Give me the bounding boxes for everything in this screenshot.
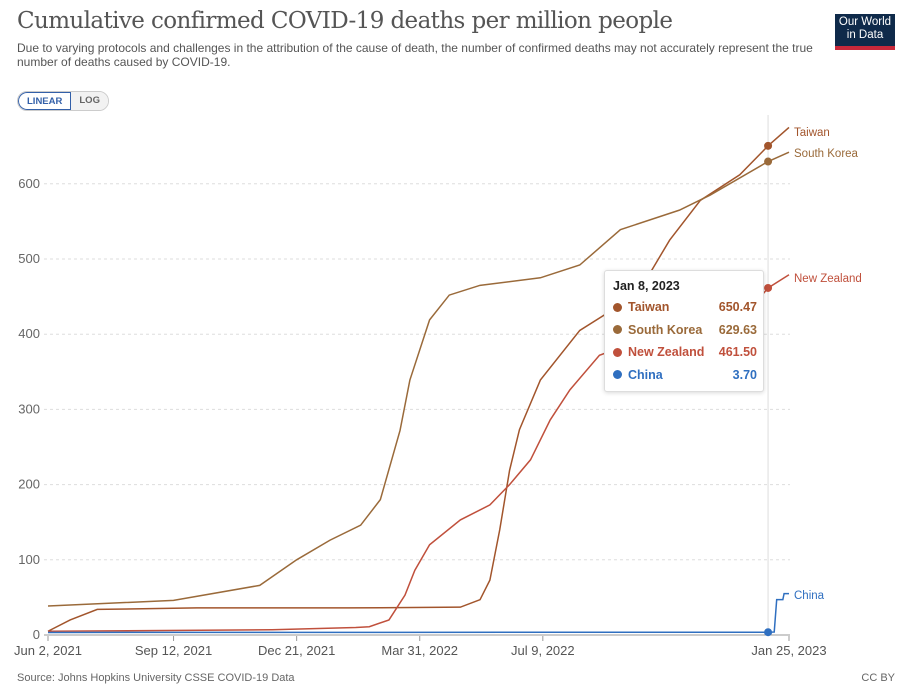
scale-toggle: LINEAR LOG xyxy=(17,91,109,111)
series-label: New Zealand xyxy=(794,273,862,285)
chart-subtitle: Due to varying protocols and challenges … xyxy=(17,41,813,69)
x-tick-label: Jan 25, 2023 xyxy=(751,643,826,658)
tooltip-value: 461.50 xyxy=(718,345,757,359)
y-tick-label: 400 xyxy=(18,326,40,341)
series-label: Taiwan xyxy=(794,127,830,139)
series-dot-icon xyxy=(613,370,622,379)
x-tick-label: Mar 31, 2022 xyxy=(381,643,458,658)
hover-point xyxy=(764,157,773,166)
chart-title: Cumulative confirmed COVID-19 deaths per… xyxy=(17,8,673,34)
x-tick-label: Jun 2, 2021 xyxy=(14,643,82,658)
y-tick-label: 100 xyxy=(18,552,40,567)
series-dot-icon xyxy=(613,347,622,357)
linear-button[interactable]: LINEAR xyxy=(18,92,72,110)
x-tick-label: Dec 21, 2021 xyxy=(258,643,335,658)
tooltip-value: 629.63 xyxy=(718,322,757,337)
y-tick-label: 0 xyxy=(33,627,40,642)
tooltip-value: 3.70 xyxy=(732,367,757,382)
y-tick-label: 500 xyxy=(18,251,40,266)
tooltip-row: China 3.70 xyxy=(613,368,757,382)
series-dot-icon xyxy=(613,302,622,312)
y-tick-label: 300 xyxy=(18,401,40,416)
series-label: South Korea xyxy=(794,148,859,160)
series-line-south-korea xyxy=(47,151,790,607)
hover-point xyxy=(764,283,773,292)
tooltip-row: New Zealand 461.50 xyxy=(613,345,757,359)
x-tick-label: Jul 9, 2022 xyxy=(511,643,575,658)
tooltip-value: 650.47 xyxy=(718,300,757,314)
series-dot-icon xyxy=(613,325,622,334)
tooltip-series-name: Taiwan xyxy=(628,300,670,314)
tooltip-series-name: South Korea xyxy=(628,322,703,337)
y-tick-label: 600 xyxy=(18,176,40,191)
hover-point xyxy=(764,141,773,150)
log-button[interactable]: LOG xyxy=(71,92,108,110)
series-line-taiwan xyxy=(47,126,790,632)
x-tick-label: Sep 12, 2021 xyxy=(135,643,212,658)
series-label: China xyxy=(794,590,825,602)
tooltip: Jan 8, 2023 Taiwan 650.47 South Korea 629.6… xyxy=(604,270,764,392)
tooltip-row: Taiwan 650.47 xyxy=(613,300,757,314)
hover-point xyxy=(764,628,773,637)
y-tick-label: 200 xyxy=(18,477,40,492)
tooltip-series-name: China xyxy=(628,367,663,382)
tooltip-row: South Korea 629.63 xyxy=(613,323,757,337)
tooltip-series-name: New Zealand xyxy=(628,345,705,359)
source-note[interactable]: Source: Johns Hopkins University CSSE CO… xyxy=(17,672,295,684)
license[interactable]: CC BY xyxy=(861,672,895,684)
tooltip-date: Jan 8, 2023 xyxy=(613,279,680,293)
owid-logo[interactable]: Our World in Data xyxy=(835,14,895,50)
series-line-china xyxy=(47,592,789,634)
